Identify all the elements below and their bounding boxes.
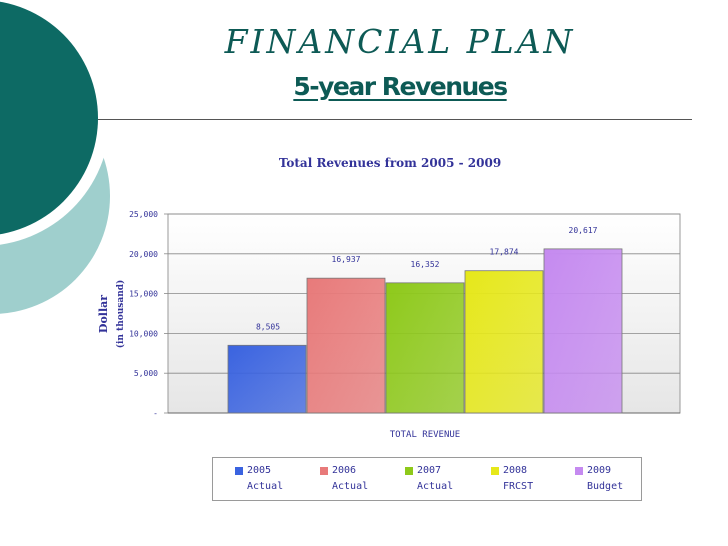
y-tick-label: 20,000 xyxy=(129,250,158,259)
y-tick-label: - xyxy=(153,409,158,418)
y-tick-label: 10,000 xyxy=(129,329,158,338)
legend-label: Actual xyxy=(332,481,369,492)
y-tick-label: 25,000 xyxy=(129,210,158,219)
legend-swatch-2008 xyxy=(491,467,499,475)
data-label-2005: 8,505 xyxy=(256,322,280,331)
legend-swatch-2006 xyxy=(320,467,328,475)
legend-label: FRCST xyxy=(503,481,534,492)
data-label-2008: 17,874 xyxy=(490,248,519,257)
legend-label: Budget xyxy=(587,481,624,492)
bar-2006 xyxy=(306,277,386,414)
slide-subtitle: 5-year Revenues xyxy=(293,72,508,101)
slide-title: FINANCIAL PLAN xyxy=(224,22,576,61)
legend-year: 2009 xyxy=(587,465,612,476)
data-label-2006: 16,937 xyxy=(332,255,361,264)
legend-swatch-2005 xyxy=(235,467,243,475)
y-axis-sublabel: (in thousand) xyxy=(115,280,126,349)
y-axis-label: Dollar xyxy=(97,295,110,333)
legend-label: Actual xyxy=(417,481,454,492)
legend-swatch-2007 xyxy=(405,467,413,475)
chart-legend: 2005 Actual 2006 Actual 2007 Actual 2008 FRC… xyxy=(212,457,642,501)
legend-year: 2007 xyxy=(417,465,442,476)
legend-label: Actual xyxy=(247,481,284,492)
bar-2007 xyxy=(385,282,465,414)
legend-year: 2006 xyxy=(332,465,357,476)
y-tick-label: 15,000 xyxy=(129,290,158,299)
chart-title: Total Revenues from 2005 - 2009 xyxy=(279,156,501,170)
legend-swatch-2009 xyxy=(575,467,583,475)
x-axis-label: TOTAL REVENUE xyxy=(390,430,460,440)
bar-2005 xyxy=(227,344,307,414)
legend-year: 2008 xyxy=(503,465,528,476)
bar-2008 xyxy=(464,270,544,414)
y-tick-label: 5,000 xyxy=(134,369,158,378)
decor-circle-dark xyxy=(0,1,98,235)
data-label-2009: 20,617 xyxy=(569,226,598,235)
legend-year: 2005 xyxy=(247,465,272,476)
bar-2009 xyxy=(543,248,623,414)
data-label-2007: 16,352 xyxy=(411,260,440,269)
title-divider xyxy=(98,119,692,120)
